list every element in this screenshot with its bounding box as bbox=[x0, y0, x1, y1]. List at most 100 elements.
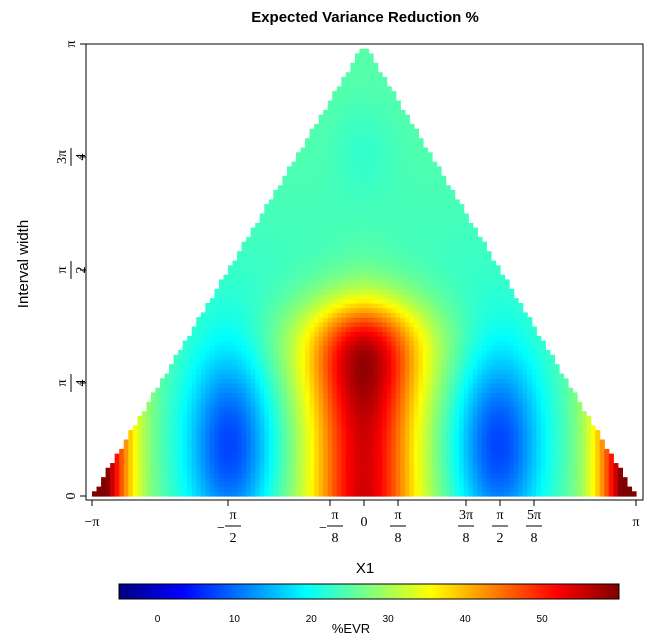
heat-cell bbox=[377, 270, 383, 276]
heat-cell bbox=[218, 293, 225, 299]
heat-cell bbox=[368, 420, 374, 426]
heat-cell bbox=[341, 232, 347, 238]
heat-cell bbox=[296, 434, 302, 441]
heat-cell bbox=[463, 321, 469, 328]
heat-cell bbox=[531, 458, 537, 464]
heat-cell bbox=[386, 448, 392, 455]
heat-cell bbox=[336, 439, 342, 445]
heat-cell bbox=[345, 359, 351, 365]
heat-cell bbox=[441, 326, 447, 332]
heat-cell bbox=[305, 255, 311, 262]
heat-cell bbox=[291, 227, 297, 233]
heat-cell bbox=[509, 467, 515, 474]
heat-cell bbox=[169, 397, 175, 403]
heat-cell bbox=[463, 401, 469, 408]
heat-cell bbox=[373, 406, 379, 412]
heat-cell bbox=[432, 397, 438, 403]
heat-cell bbox=[232, 321, 238, 328]
heat-cell bbox=[286, 227, 293, 233]
heat-cell bbox=[277, 288, 283, 295]
heat-cell bbox=[377, 364, 383, 370]
heat-cell bbox=[572, 415, 578, 422]
heat-cell bbox=[563, 397, 569, 403]
heat-cell bbox=[354, 302, 361, 309]
heat-cell bbox=[395, 368, 401, 375]
heat-cell bbox=[246, 383, 252, 389]
heat-cell bbox=[481, 345, 487, 351]
heat-cell bbox=[368, 378, 374, 384]
heat-cell bbox=[277, 302, 283, 309]
heat-cell bbox=[345, 274, 351, 281]
heat-cell bbox=[518, 350, 524, 356]
heat-cell bbox=[490, 260, 497, 266]
heat-cell bbox=[282, 298, 288, 304]
heat-cell bbox=[191, 383, 197, 389]
heat-cell bbox=[336, 317, 342, 323]
heat-cell bbox=[445, 265, 451, 271]
heat-cell bbox=[259, 392, 265, 398]
heat-cell bbox=[463, 302, 469, 309]
heat-cell bbox=[277, 481, 283, 488]
heat-cell bbox=[359, 321, 365, 328]
heat-cell bbox=[305, 434, 311, 441]
heat-cell bbox=[436, 481, 442, 488]
heat-cell bbox=[237, 260, 243, 266]
heat-cell bbox=[513, 350, 519, 356]
heat-cell bbox=[454, 218, 460, 224]
heat-cell bbox=[318, 274, 324, 281]
heat-cell bbox=[286, 392, 293, 398]
heat-cell bbox=[536, 486, 542, 492]
heat-cell bbox=[250, 312, 256, 318]
heat-cell bbox=[277, 317, 283, 323]
heat-cell bbox=[273, 486, 279, 492]
heat-cell bbox=[581, 481, 587, 488]
heat-cell bbox=[364, 453, 370, 459]
heat-cell bbox=[595, 434, 601, 441]
heat-cell bbox=[418, 434, 424, 441]
heat-cell bbox=[273, 246, 279, 252]
heat-cell bbox=[259, 411, 265, 417]
heat-cell bbox=[123, 444, 129, 450]
heat-cell bbox=[214, 378, 220, 384]
heat-cell bbox=[472, 434, 478, 441]
heat-cell bbox=[377, 481, 383, 488]
heat-cell bbox=[463, 472, 469, 478]
heat-cell bbox=[268, 383, 274, 389]
heat-cell bbox=[264, 270, 270, 276]
heat-cell bbox=[345, 312, 351, 318]
heat-cell bbox=[205, 491, 211, 497]
heat-cell bbox=[286, 241, 293, 248]
heat-cell bbox=[554, 467, 560, 474]
heat-cell bbox=[454, 397, 460, 403]
heat-cell bbox=[504, 284, 510, 290]
heat-cell bbox=[468, 392, 474, 398]
heat-cell bbox=[445, 425, 451, 431]
heat-cell bbox=[223, 467, 229, 474]
heat-cell bbox=[214, 439, 220, 445]
heat-cell bbox=[296, 270, 302, 276]
heat-cell bbox=[264, 312, 270, 318]
heat-cell bbox=[391, 397, 397, 403]
heat-cell bbox=[373, 364, 379, 370]
heat-cell bbox=[282, 335, 288, 342]
heat-cell bbox=[305, 491, 311, 497]
heat-cell bbox=[314, 331, 320, 337]
heat-cell bbox=[309, 335, 315, 342]
heat-cell bbox=[250, 491, 256, 497]
heat-cell bbox=[350, 477, 356, 483]
heat-cell bbox=[187, 467, 193, 474]
heat-cell bbox=[341, 458, 347, 464]
heat-cell bbox=[395, 326, 401, 332]
heat-cell bbox=[468, 317, 474, 323]
heat-cell bbox=[441, 477, 447, 483]
heat-cell bbox=[463, 274, 469, 281]
heat-cell bbox=[422, 213, 429, 219]
heat-cell bbox=[382, 293, 388, 299]
heat-cell bbox=[441, 298, 447, 304]
heat-cell bbox=[327, 481, 333, 488]
heat-cell bbox=[354, 477, 361, 483]
heat-cell bbox=[268, 270, 274, 276]
heat-cell bbox=[586, 425, 592, 431]
heat-cell bbox=[318, 270, 324, 276]
heat-cell bbox=[450, 453, 456, 459]
